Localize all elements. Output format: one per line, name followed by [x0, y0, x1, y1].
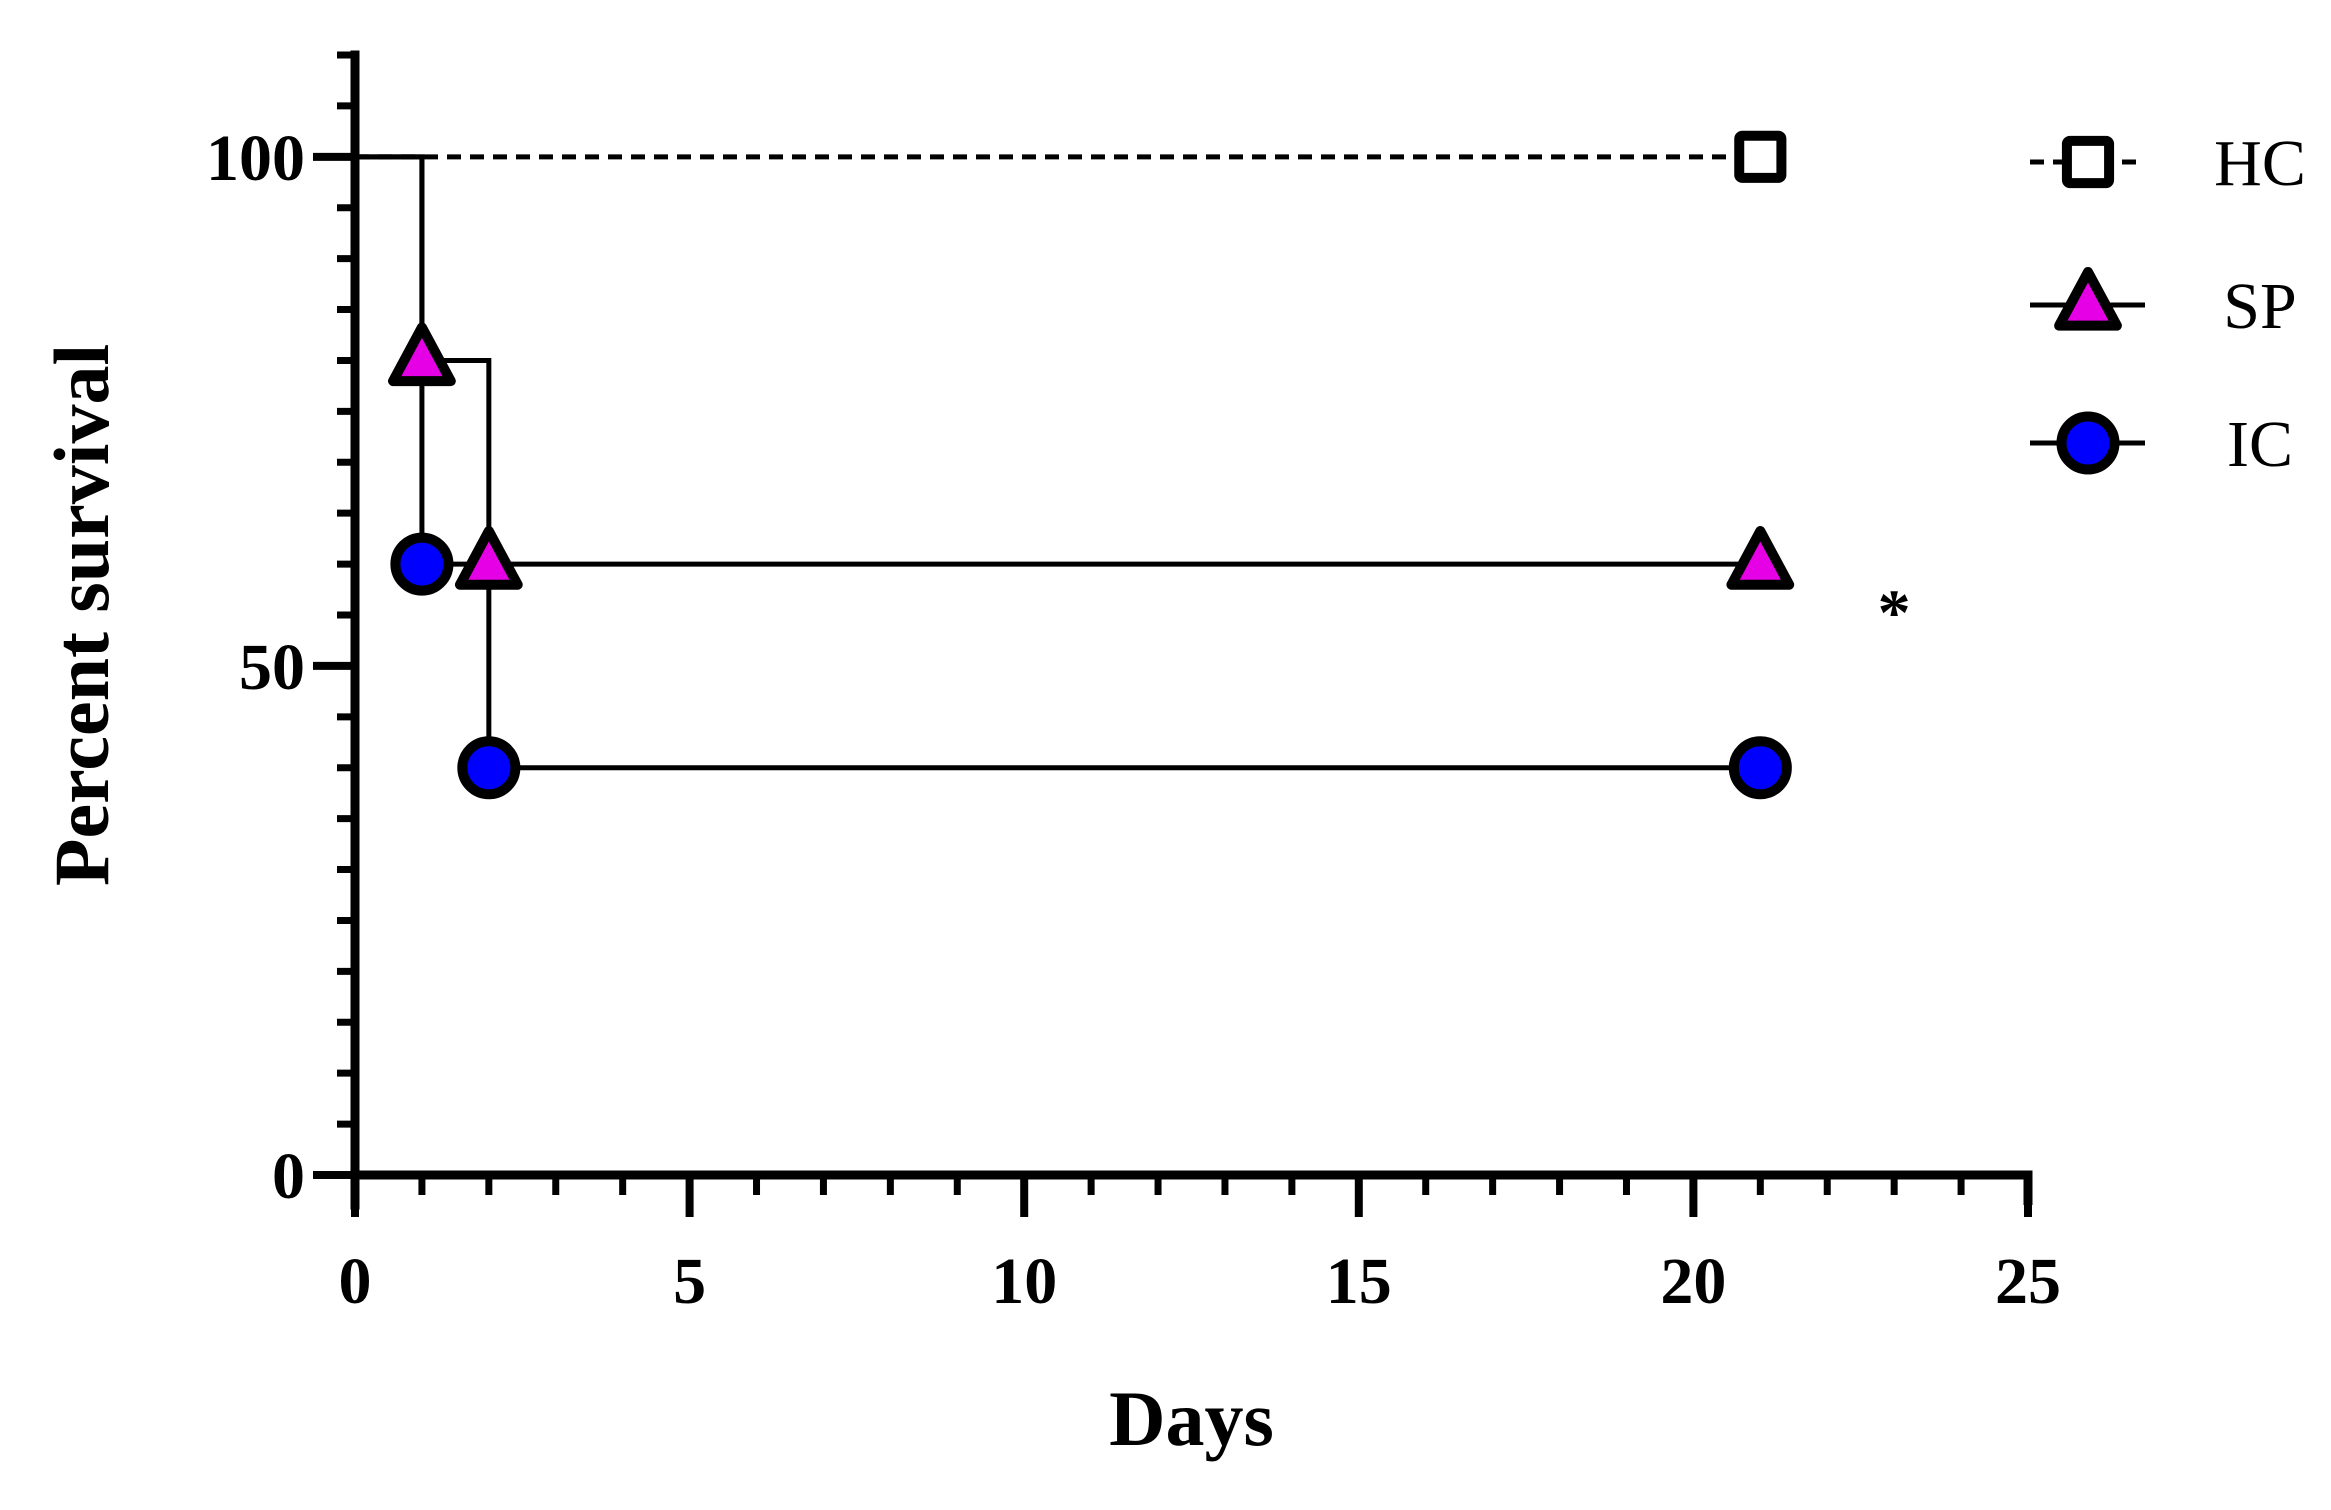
- legend-marker-ic: [2056, 411, 2120, 475]
- x-tick-label: 15: [1326, 1245, 1392, 1318]
- significance-annotation: *: [1878, 577, 1911, 650]
- x-tick-label: 10: [991, 1245, 1057, 1318]
- annotations: *: [1878, 577, 1911, 650]
- markers-layer: [388, 130, 1795, 800]
- marker-sp: [454, 526, 523, 590]
- series-layer: [355, 154, 1761, 771]
- y-tick-label: 50: [239, 631, 305, 704]
- legend-label-hc: HC: [2214, 127, 2306, 200]
- x-tick-label: 5: [673, 1245, 706, 1318]
- legend-marker-hc: [2061, 135, 2115, 189]
- marker-ic: [390, 532, 454, 596]
- axes: 0 50 100 0 5 10 15 20 25 Days Percent survival: [38, 50, 2061, 1462]
- legend-marker-sp: [2054, 266, 2122, 331]
- series-line-ic: [355, 154, 1761, 771]
- x-tick-label: 20: [1660, 1245, 1726, 1318]
- x-axis-title: Days: [1109, 1375, 1274, 1462]
- marker-hc: [1734, 130, 1787, 183]
- legend-label-ic: IC: [2227, 408, 2293, 481]
- series-line-sp: [355, 154, 1761, 567]
- marker-sp: [1726, 526, 1795, 590]
- marker-sp: [388, 322, 456, 387]
- y-tick-label: 100: [206, 122, 305, 195]
- y-axis-title: Percent survival: [38, 344, 125, 886]
- legend: HC SP IC: [2030, 127, 2306, 481]
- legend-label-sp: SP: [2223, 270, 2296, 343]
- x-tick-label: 25: [1995, 1245, 2061, 1318]
- y-tick-label: 0: [272, 1140, 305, 1213]
- marker-ic: [457, 736, 521, 800]
- marker-ic: [1728, 736, 1792, 800]
- x-tick-label: 0: [339, 1245, 372, 1318]
